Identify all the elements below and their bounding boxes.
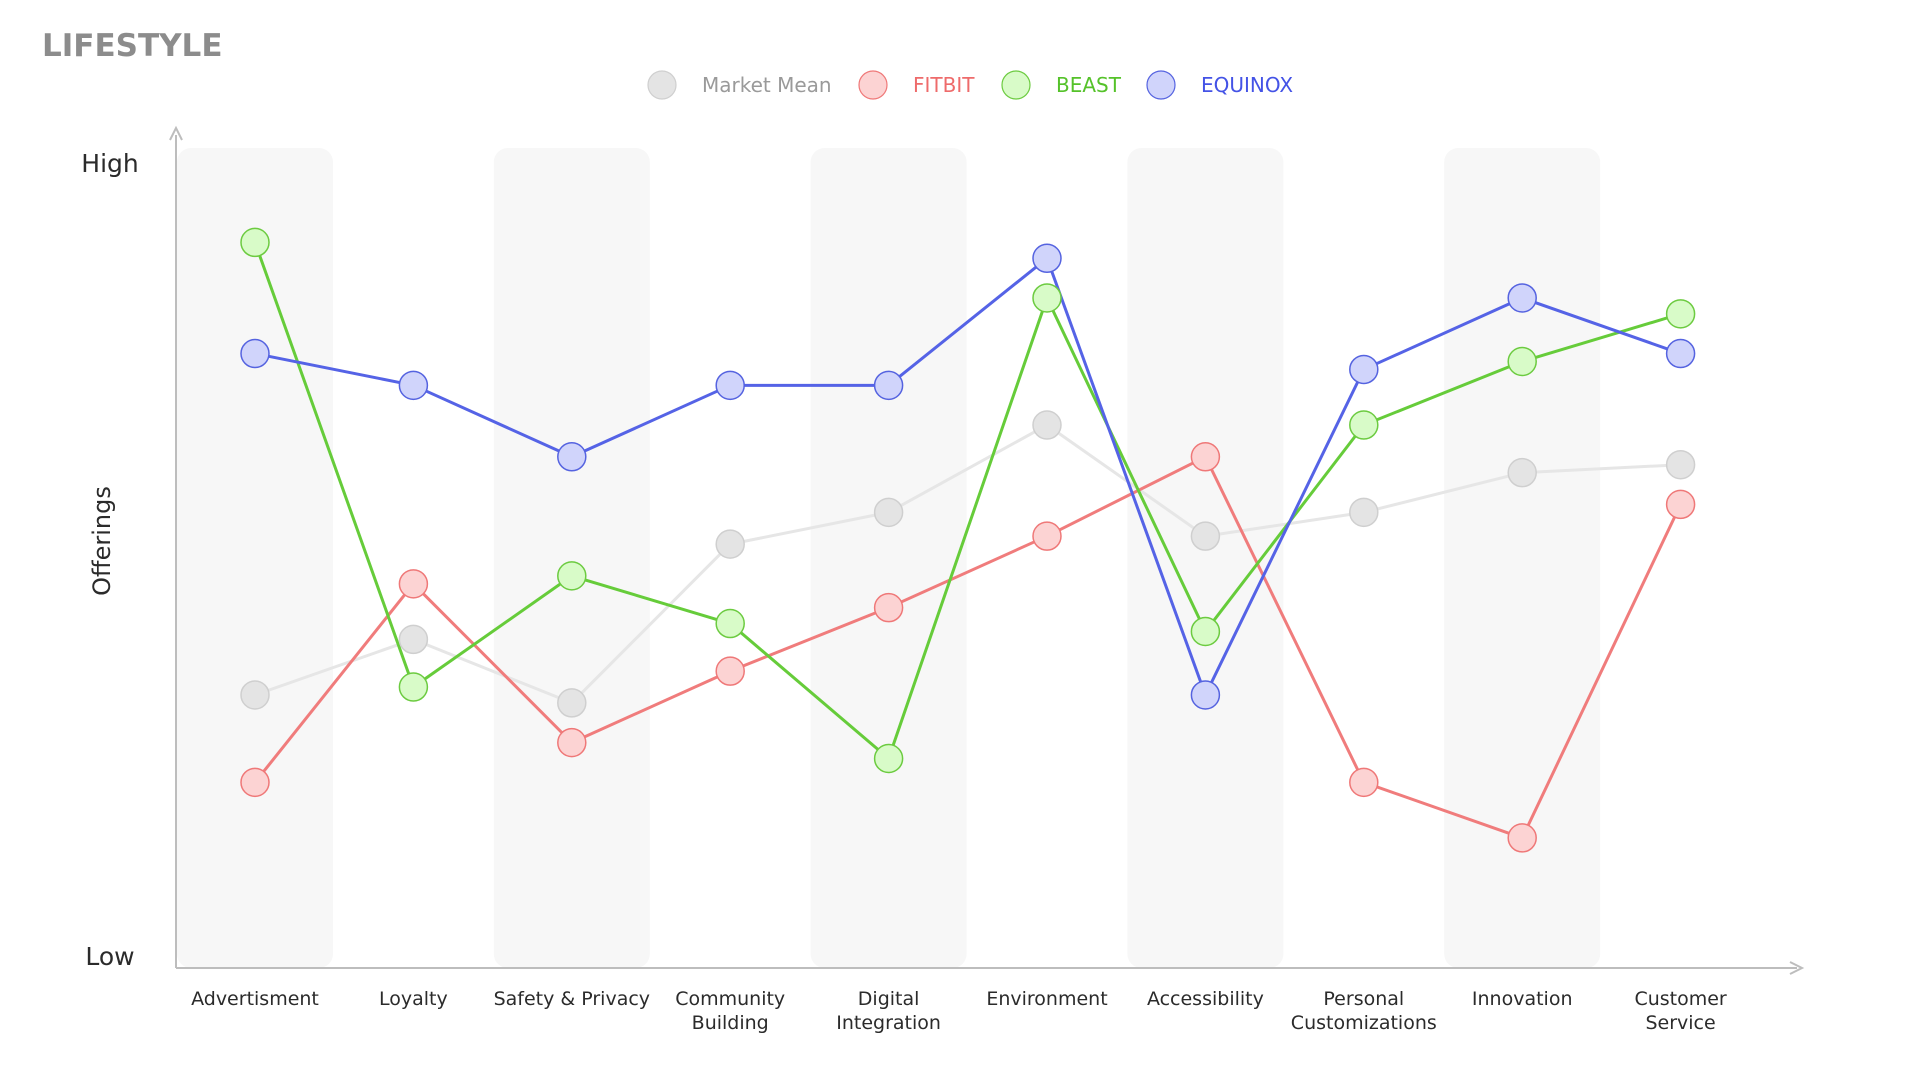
data-point[interactable] [1349,410,1379,440]
data-point[interactable] [873,592,904,623]
x-tick-label: Advertisment [191,988,319,1010]
chart-title: LIFESTYLE [42,28,223,64]
data-point[interactable] [557,442,587,472]
x-tick-label: Customizations [1291,1012,1437,1034]
category-band [1444,148,1601,968]
x-tick-label: Innovation [1472,988,1573,1010]
data-point[interactable] [1349,354,1379,385]
data-point[interactable] [1665,449,1696,480]
data-point[interactable] [873,743,904,774]
series-line [253,423,1683,705]
data-point[interactable] [398,624,429,655]
data-point[interactable] [1032,243,1062,274]
data-point[interactable] [1507,457,1537,488]
data-point[interactable] [873,497,904,528]
series-lines [253,240,1683,840]
data-point[interactable] [240,680,270,710]
data-point[interactable] [1665,299,1696,329]
x-tick-label: Accessibility [1147,988,1264,1010]
data-point[interactable] [398,672,429,702]
data-point[interactable] [1190,616,1221,647]
data-point[interactable] [1032,521,1062,551]
x-tick-label: Service [1645,1012,1715,1034]
category-band [493,148,650,968]
legend-marker [1001,70,1031,100]
legend-label: BEAST [1056,73,1122,97]
axes [169,125,1805,975]
y-tick-high: High [81,149,138,178]
x-tick-label: Integration [836,1012,941,1034]
data-point[interactable] [240,767,270,798]
legend-label: FITBIT [913,73,975,97]
data-point[interactable] [1507,823,1537,853]
x-tick-label: Digital [858,988,920,1010]
series-line [253,256,1683,697]
data-point[interactable] [1665,338,1696,369]
x-tick-label: Community [675,988,785,1010]
category-band [810,148,967,968]
data-point[interactable] [240,227,270,258]
category-band [177,148,333,968]
data-point[interactable] [1190,442,1221,472]
data-point[interactable] [398,569,429,599]
series-line [253,455,1683,840]
data-point[interactable] [557,727,587,758]
data-point[interactable] [1032,283,1062,313]
data-point[interactable] [1190,521,1221,551]
x-tick-label: Building [692,1012,769,1034]
x-tick-label: Customer [1634,988,1726,1010]
data-point[interactable] [1665,489,1696,520]
data-point[interactable] [557,561,587,591]
data-point[interactable] [240,338,270,369]
legend-label: EQUINOX [1201,73,1293,97]
series-points [240,227,1696,853]
data-point[interactable] [873,370,904,401]
data-point[interactable] [398,370,429,401]
series-line [253,240,1683,760]
y-axis-arrow [169,125,183,141]
y-tick-low: Low [85,942,134,971]
data-point[interactable] [715,656,745,686]
data-point[interactable] [1349,497,1379,528]
x-tick-label: Loyalty [379,988,448,1010]
category-band [1127,148,1284,968]
x-tick-label: Environment [986,988,1107,1010]
x-tick-label: Safety & Privacy [494,988,650,1010]
x-tick-label: Personal [1323,988,1404,1010]
data-point[interactable] [557,688,587,718]
legend-marker [647,70,677,100]
data-point[interactable] [1507,346,1537,377]
data-point[interactable] [1507,283,1537,313]
legend-marker [858,70,888,100]
legend: Market Mean FITBIT BEAST EQUINOX [647,70,1293,100]
category-bands [177,148,1601,968]
data-point[interactable] [715,608,745,639]
data-point[interactable] [715,370,745,401]
legend-label: Market Mean [702,73,832,97]
data-point[interactable] [1349,767,1379,798]
x-tick-labels: Advertisment Loyalty Safety & Privacy Commu… [191,988,1727,1034]
x-axis-arrow [1789,961,1805,975]
data-point[interactable] [1190,680,1221,710]
data-point[interactable] [715,529,745,559]
data-point[interactable] [1032,410,1062,440]
legend-marker [1146,70,1176,100]
y-axis-label: Offerings [88,486,116,596]
